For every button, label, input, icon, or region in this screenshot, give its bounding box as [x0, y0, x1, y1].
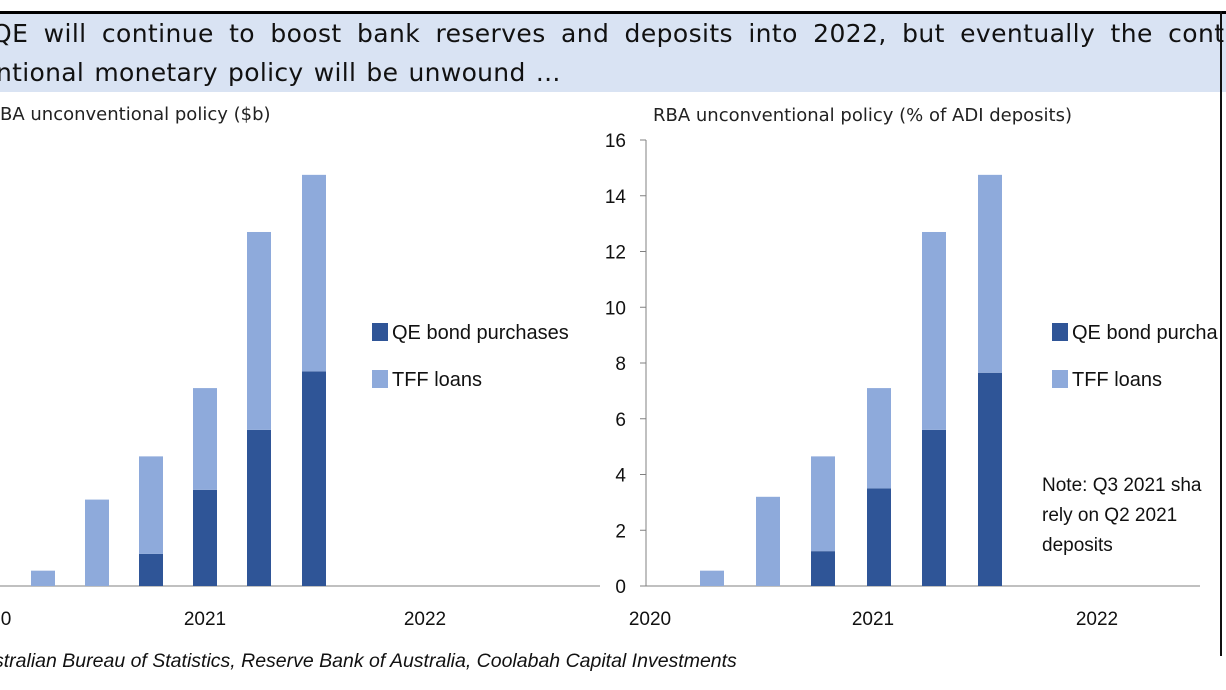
x-tick-label: 0	[1, 609, 12, 630]
legend-label-1: TFF loans	[1072, 369, 1162, 391]
x-tick-label: 2021	[852, 609, 894, 630]
legend-swatch-1	[1052, 370, 1068, 388]
bar-qe-3	[193, 489, 217, 586]
bar-tff-3	[193, 388, 217, 490]
x-tick-label: 2021	[184, 609, 226, 630]
y-tick-label: 14	[605, 187, 627, 208]
bar-tff-0	[700, 570, 724, 586]
header-band: QE will continue to boost bank reserves …	[0, 14, 1226, 92]
legend-label-0: QE bond purchases	[392, 322, 569, 344]
x-tick-label: 2022	[1076, 609, 1118, 630]
bar-tff-2	[139, 456, 163, 554]
bar-tff-2	[811, 456, 835, 552]
bar-tff-4	[922, 231, 946, 430]
bar-qe-5	[978, 372, 1002, 586]
legend-swatch-1	[372, 370, 388, 388]
header-line-1: QE will continue to boost bank reserves …	[0, 19, 1226, 48]
x-tick-label: 2022	[404, 609, 446, 630]
note-line-2: deposits	[1042, 535, 1113, 556]
legend-swatch-0	[1052, 323, 1068, 341]
y-tick-label: 10	[605, 298, 626, 319]
y-tick-label: 12	[605, 243, 626, 264]
panel-right-border	[1220, 11, 1222, 656]
chart-title: RBA unconventional policy (% of ADI depo…	[653, 105, 1072, 126]
bar-tff-5	[302, 174, 326, 372]
bar-tff-4	[247, 231, 271, 430]
chart-title: BA unconventional policy ($b)	[0, 104, 271, 125]
bar-qe-2	[811, 551, 835, 586]
y-tick-label: 0	[615, 577, 626, 598]
chart-left-dollars: BA unconventional policy ($b) 0 2021 2022 QE…	[0, 104, 600, 630]
header-line-2: ntional monetary policy will be unwound …	[0, 58, 561, 87]
bar-qe-5	[302, 371, 326, 586]
bar-qe-3	[867, 488, 891, 586]
bar-tff-0	[31, 570, 55, 586]
source-note: stralian Bureau of Statistics, Reserve B…	[0, 650, 737, 672]
legend-label-0: QE bond purcha	[1072, 322, 1219, 344]
bar-qe-4	[247, 429, 271, 586]
bar-tff-5	[978, 174, 1002, 373]
chart-right-pct-deposits: RBA unconventional policy (% of ADI depo…	[605, 105, 1219, 630]
y-tick-label: 6	[615, 410, 626, 431]
top-rule	[0, 11, 1226, 14]
bar-tff-3	[867, 388, 891, 489]
note-line-1: rely on Q2 2021	[1042, 505, 1177, 526]
y-tick-label: 4	[615, 466, 626, 487]
y-tick-label: 8	[615, 354, 626, 375]
note-line-0: Note: Q3 2021 sha	[1042, 475, 1202, 496]
bar-qe-2	[139, 553, 163, 586]
y-tick-label: 2	[615, 521, 626, 542]
bar-tff-1	[85, 499, 109, 586]
bar-qe-4	[922, 429, 946, 586]
bar-tff-1	[756, 496, 780, 586]
legend-label-1: TFF loans	[392, 369, 482, 391]
y-tick-label: 16	[605, 131, 626, 152]
legend-swatch-0	[372, 323, 388, 341]
x-tick-label: 2020	[629, 609, 671, 630]
